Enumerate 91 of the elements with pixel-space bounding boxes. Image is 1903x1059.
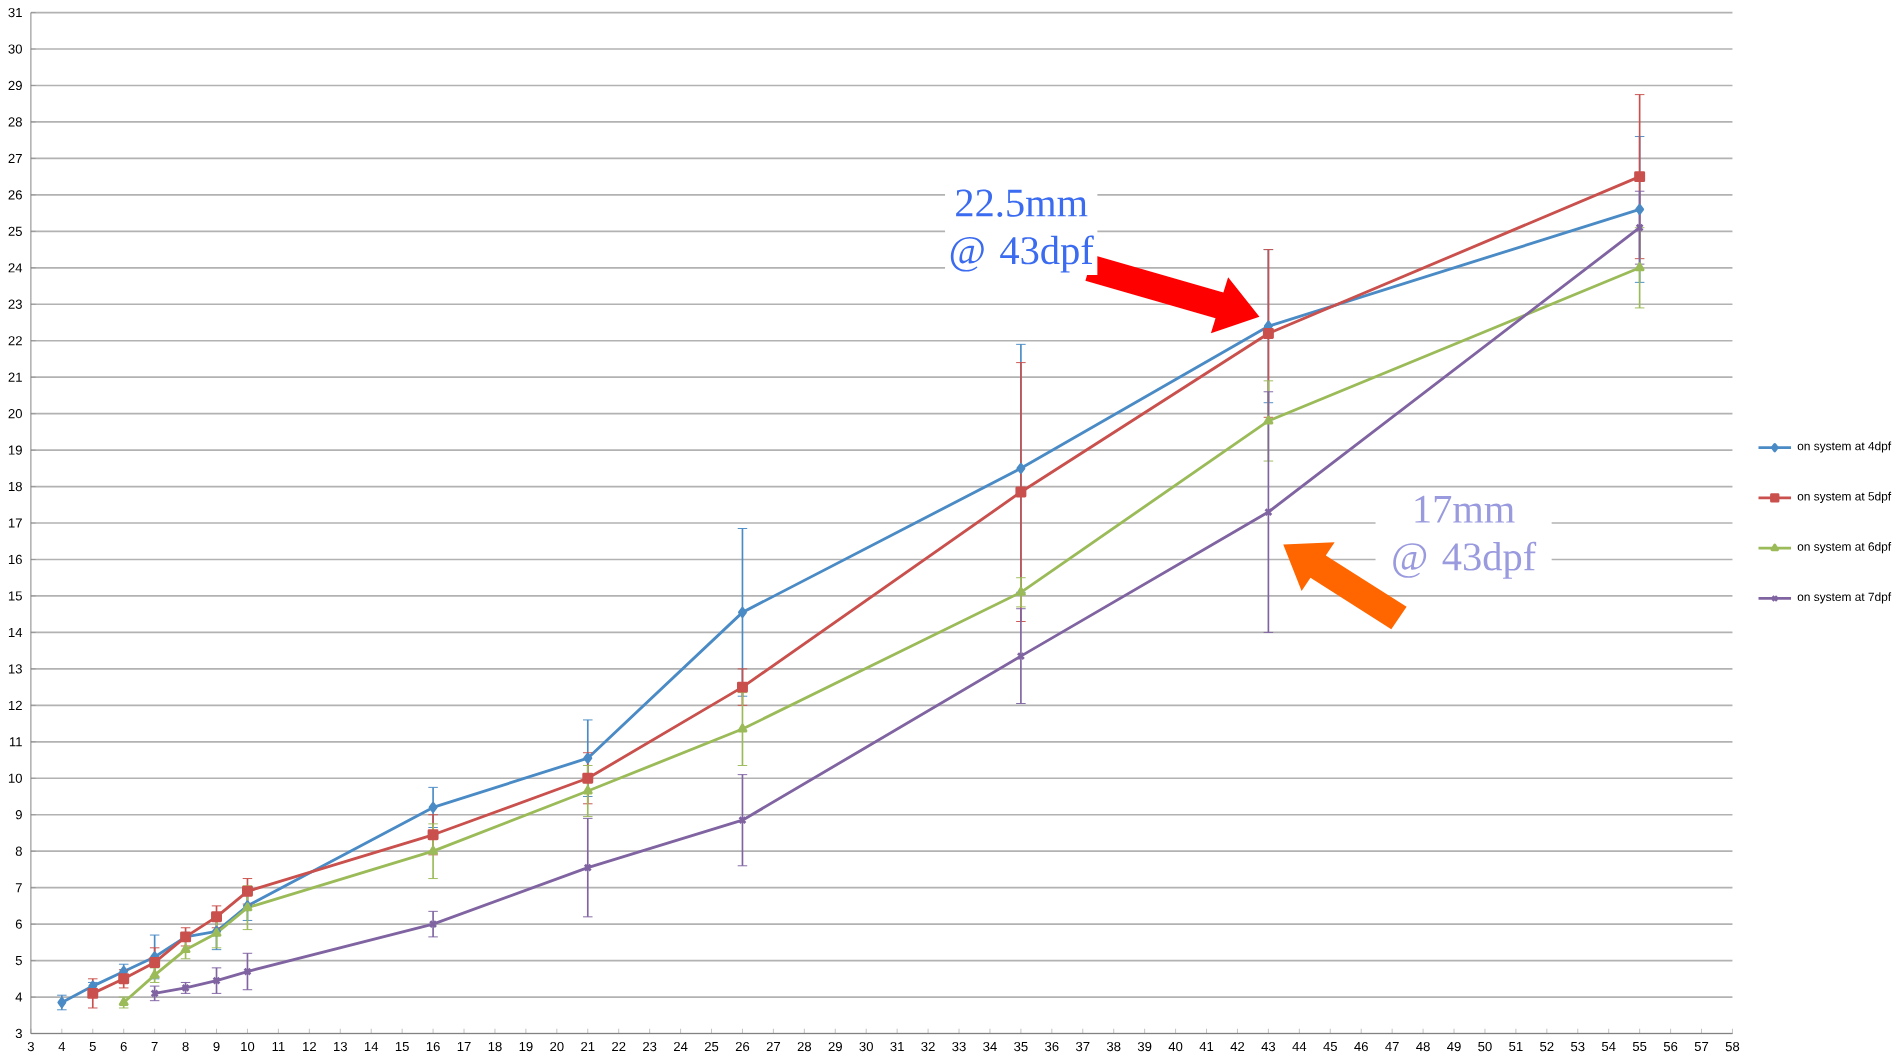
x-tick-label: 53: [1571, 1041, 1585, 1052]
x-tick-label: 47: [1385, 1041, 1399, 1051]
y-tick-label: 29: [8, 80, 22, 91]
x-tick-label: 19: [519, 1041, 533, 1052]
x-tick-label: 29: [828, 1041, 842, 1052]
y-tick-label: 15: [8, 591, 22, 601]
x-tick-label: 10: [241, 1041, 255, 1052]
x-tick-label: 51: [1509, 1041, 1523, 1051]
x-tick-label: 4: [58, 1041, 66, 1051]
y-tick-label: 30: [8, 44, 22, 54]
x-tick-label: 25: [704, 1041, 719, 1052]
x-tick-label: 34: [983, 1041, 997, 1052]
legend-label: on system at 4dpf: [1797, 441, 1892, 453]
x-tick-label: 3: [27, 1041, 34, 1052]
annotation: 17mm @ 43dpf: [1393, 495, 1537, 579]
y-tick-label: 3: [15, 1028, 22, 1039]
x-tick-label: 41: [1199, 1041, 1214, 1051]
y-tick-label: 12: [8, 700, 22, 710]
x-tick-label: 13: [334, 1041, 347, 1052]
x-tick-label: 50: [1478, 1041, 1492, 1052]
x-tick-label: 46: [1354, 1041, 1368, 1052]
y-tick-label: 4: [15, 992, 23, 1002]
x-tick-label: 56: [1663, 1041, 1678, 1052]
y-tick-label: 14: [8, 627, 23, 637]
y-tick-label: 31: [8, 7, 22, 18]
y-tick-label: 6: [15, 919, 22, 929]
x-tick-label: 48: [1416, 1041, 1430, 1052]
x-tick-label: 49: [1447, 1041, 1461, 1052]
x-tick-label: 20: [550, 1041, 564, 1052]
x-tick-label: 27: [766, 1041, 781, 1052]
y-tick-label: 27: [8, 153, 22, 163]
y-tick-label: 28: [8, 117, 22, 127]
x-tick-label: 16: [426, 1041, 440, 1052]
x-tick-label: 8: [182, 1041, 189, 1052]
x-tick-label: 12: [303, 1041, 316, 1052]
y-tick-label: 22: [8, 336, 22, 346]
x-tick-label: 11: [272, 1041, 285, 1051]
x-tick-label: 15: [395, 1041, 409, 1051]
x-tick-label: 54: [1601, 1041, 1616, 1051]
y-tick-label: 17: [8, 518, 22, 528]
x-tick-label: 23: [643, 1041, 657, 1052]
legend-label: on system at 7dpf: [1797, 592, 1892, 604]
x-tick-label: 42: [1230, 1041, 1245, 1052]
legend-label: on system at 6dpf: [1797, 542, 1892, 554]
x-tick-label: 45: [1323, 1041, 1337, 1051]
x-tick-label: 22: [612, 1041, 626, 1052]
x-tick-label: 38: [1106, 1041, 1121, 1052]
legend-label: on system at 5dpf: [1797, 491, 1892, 503]
y-tick-label: 26: [8, 190, 22, 200]
y-tick-label: 25: [8, 226, 22, 236]
y-tick-label: 8: [15, 846, 22, 856]
x-tick-label: 43: [1261, 1041, 1276, 1052]
x-tick-label: 6: [120, 1041, 127, 1052]
y-tick-label: 7: [15, 883, 22, 893]
y-tick-label: 20: [8, 408, 22, 419]
y-tick-label: 13: [8, 664, 22, 674]
x-tick-label: 30: [859, 1041, 873, 1052]
x-tick-label: 57: [1694, 1041, 1709, 1051]
x-tick-label: 24: [673, 1041, 688, 1052]
x-tick-label: 31: [890, 1041, 904, 1052]
y-tick-label: 21: [8, 372, 22, 382]
x-tick-label: 44: [1292, 1041, 1307, 1051]
x-tick-label: 40: [1168, 1041, 1183, 1052]
y-tick-label: 10: [8, 773, 22, 783]
x-tick-label: 26: [735, 1041, 750, 1052]
y-tick-label: 16: [8, 554, 22, 565]
x-tick-label: 52: [1540, 1041, 1554, 1052]
y-tick-label: 19: [8, 445, 22, 455]
annotation: 22.5mm @ 43dpf: [950, 189, 1094, 273]
x-tick-label: 7: [151, 1041, 158, 1051]
x-tick-label: 14: [364, 1041, 379, 1051]
x-tick-label: 9: [213, 1041, 220, 1052]
y-tick-label: 18: [8, 481, 22, 492]
y-tick-label: 5: [15, 955, 22, 966]
x-tick-label: 36: [1045, 1041, 1059, 1052]
x-tick-label: 21: [581, 1041, 595, 1052]
x-tick-label: 58: [1725, 1041, 1740, 1052]
x-tick-label: 55: [1632, 1041, 1647, 1051]
x-tick-label: 39: [1137, 1041, 1152, 1052]
y-tick-label: 9: [15, 810, 22, 820]
y-tick-label: 24: [8, 263, 23, 273]
x-tick-label: 17: [457, 1041, 471, 1051]
x-tick-label: 5: [89, 1041, 96, 1051]
x-tick-label: 35: [1014, 1041, 1028, 1052]
x-tick-label: 32: [921, 1041, 935, 1052]
y-tick-label: 11: [9, 737, 22, 747]
x-tick-label: 37: [1075, 1041, 1090, 1052]
x-tick-label: 33: [952, 1041, 966, 1052]
y-tick-label: 23: [8, 299, 22, 309]
x-tick-label: 18: [488, 1041, 502, 1052]
x-tick-label: 28: [797, 1041, 812, 1052]
